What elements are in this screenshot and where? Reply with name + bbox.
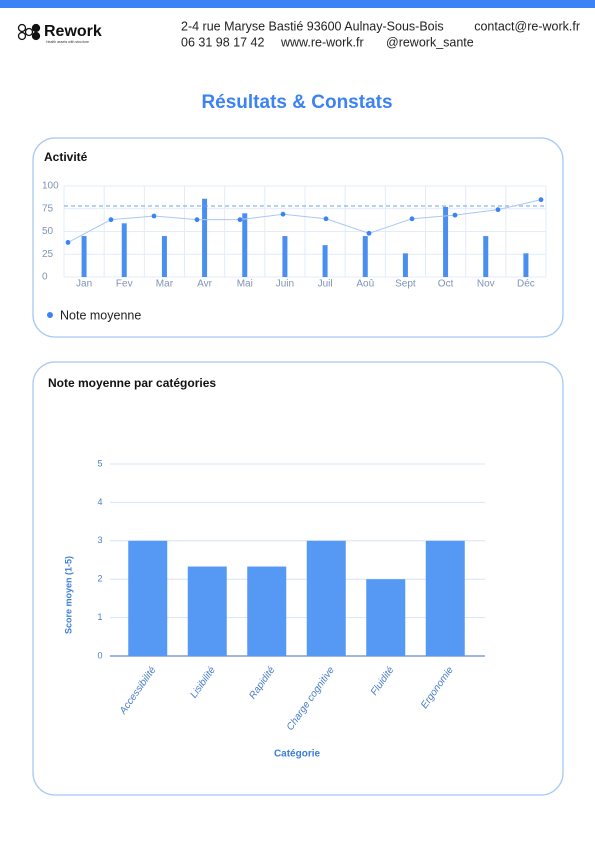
x-tick-label: Juil bbox=[318, 279, 333, 290]
y-tick-label: 100 bbox=[42, 181, 59, 192]
y-tick-label: 75 bbox=[42, 203, 54, 214]
y-tick-label: 4 bbox=[97, 497, 102, 507]
website: www.re-work.fr bbox=[280, 35, 364, 49]
card bbox=[32, 137, 564, 338]
x-tick-label: Mai bbox=[237, 279, 253, 290]
tagline: Health assets with structure bbox=[46, 40, 89, 44]
y-tick-label: 5 bbox=[97, 458, 102, 468]
x-tick-label: Nov bbox=[477, 279, 495, 290]
line-point bbox=[237, 217, 243, 223]
bar bbox=[366, 579, 406, 656]
line-point bbox=[194, 217, 200, 223]
social: @rework_sante bbox=[386, 35, 474, 49]
y-tick-label: 0 bbox=[97, 650, 102, 660]
legend-label: Note moyenne bbox=[60, 308, 141, 322]
bar bbox=[443, 206, 449, 277]
x-tick-label: Oct bbox=[438, 279, 454, 290]
line-point bbox=[151, 213, 157, 219]
bar bbox=[523, 253, 529, 277]
address: 2-4 rue Maryse Bastié 93600 Aulnay-Sous-… bbox=[181, 19, 444, 33]
card bbox=[32, 361, 564, 796]
line-point bbox=[409, 216, 415, 222]
line-point bbox=[280, 211, 286, 217]
bar bbox=[161, 236, 167, 277]
x-tick-label: Sept bbox=[395, 279, 416, 290]
x-tick-label: Mar bbox=[156, 279, 174, 290]
x-tick-label: Avr bbox=[197, 279, 212, 290]
line-point bbox=[108, 217, 114, 223]
y-tick-label: 3 bbox=[97, 535, 102, 545]
line-point bbox=[366, 230, 372, 236]
bar bbox=[322, 245, 328, 277]
y-tick-label: 1 bbox=[97, 612, 102, 622]
logo-icon bbox=[17, 23, 41, 41]
line-point bbox=[65, 240, 71, 245]
bar bbox=[402, 253, 408, 277]
chart-title: Note moyenne par catégories bbox=[48, 376, 216, 390]
bar bbox=[202, 198, 208, 277]
x-tick-label: Déc bbox=[517, 279, 535, 290]
x-axis-label: Catégorie bbox=[274, 749, 321, 760]
x-tick-label: Juin bbox=[276, 279, 294, 290]
line-point bbox=[323, 216, 329, 222]
bar bbox=[128, 540, 168, 656]
email: contact@re-work.fr bbox=[474, 19, 580, 33]
legend-marker bbox=[47, 312, 53, 318]
top-band bbox=[0, 0, 595, 8]
y-tick-label: 0 bbox=[42, 272, 48, 283]
phone: 06 31 98 17 42 bbox=[181, 35, 264, 49]
bar bbox=[362, 236, 368, 277]
bar bbox=[247, 566, 287, 656]
bar bbox=[242, 213, 248, 277]
x-tick-label: Aoû bbox=[356, 279, 374, 290]
bar bbox=[425, 540, 465, 656]
line-point bbox=[538, 197, 544, 203]
page-title: Résultats & Constats bbox=[201, 92, 392, 113]
x-tick-label: Fev bbox=[116, 279, 133, 290]
y-tick-label: 50 bbox=[42, 226, 54, 237]
line-point bbox=[495, 207, 501, 213]
y-axis-label: Score moyen (1-5) bbox=[63, 556, 73, 634]
bar bbox=[483, 236, 489, 277]
y-tick-label: 25 bbox=[42, 249, 54, 260]
chart-title: Activité bbox=[44, 150, 88, 164]
line-point bbox=[452, 212, 458, 218]
bar bbox=[121, 223, 127, 277]
y-tick-label: 2 bbox=[97, 574, 102, 584]
bar bbox=[81, 236, 87, 277]
bar bbox=[306, 540, 346, 656]
line bbox=[67, 199, 542, 243]
bar bbox=[187, 566, 227, 656]
x-tick-label: Jan bbox=[76, 279, 92, 290]
bar bbox=[282, 236, 288, 277]
brand: Rework bbox=[44, 23, 102, 40]
